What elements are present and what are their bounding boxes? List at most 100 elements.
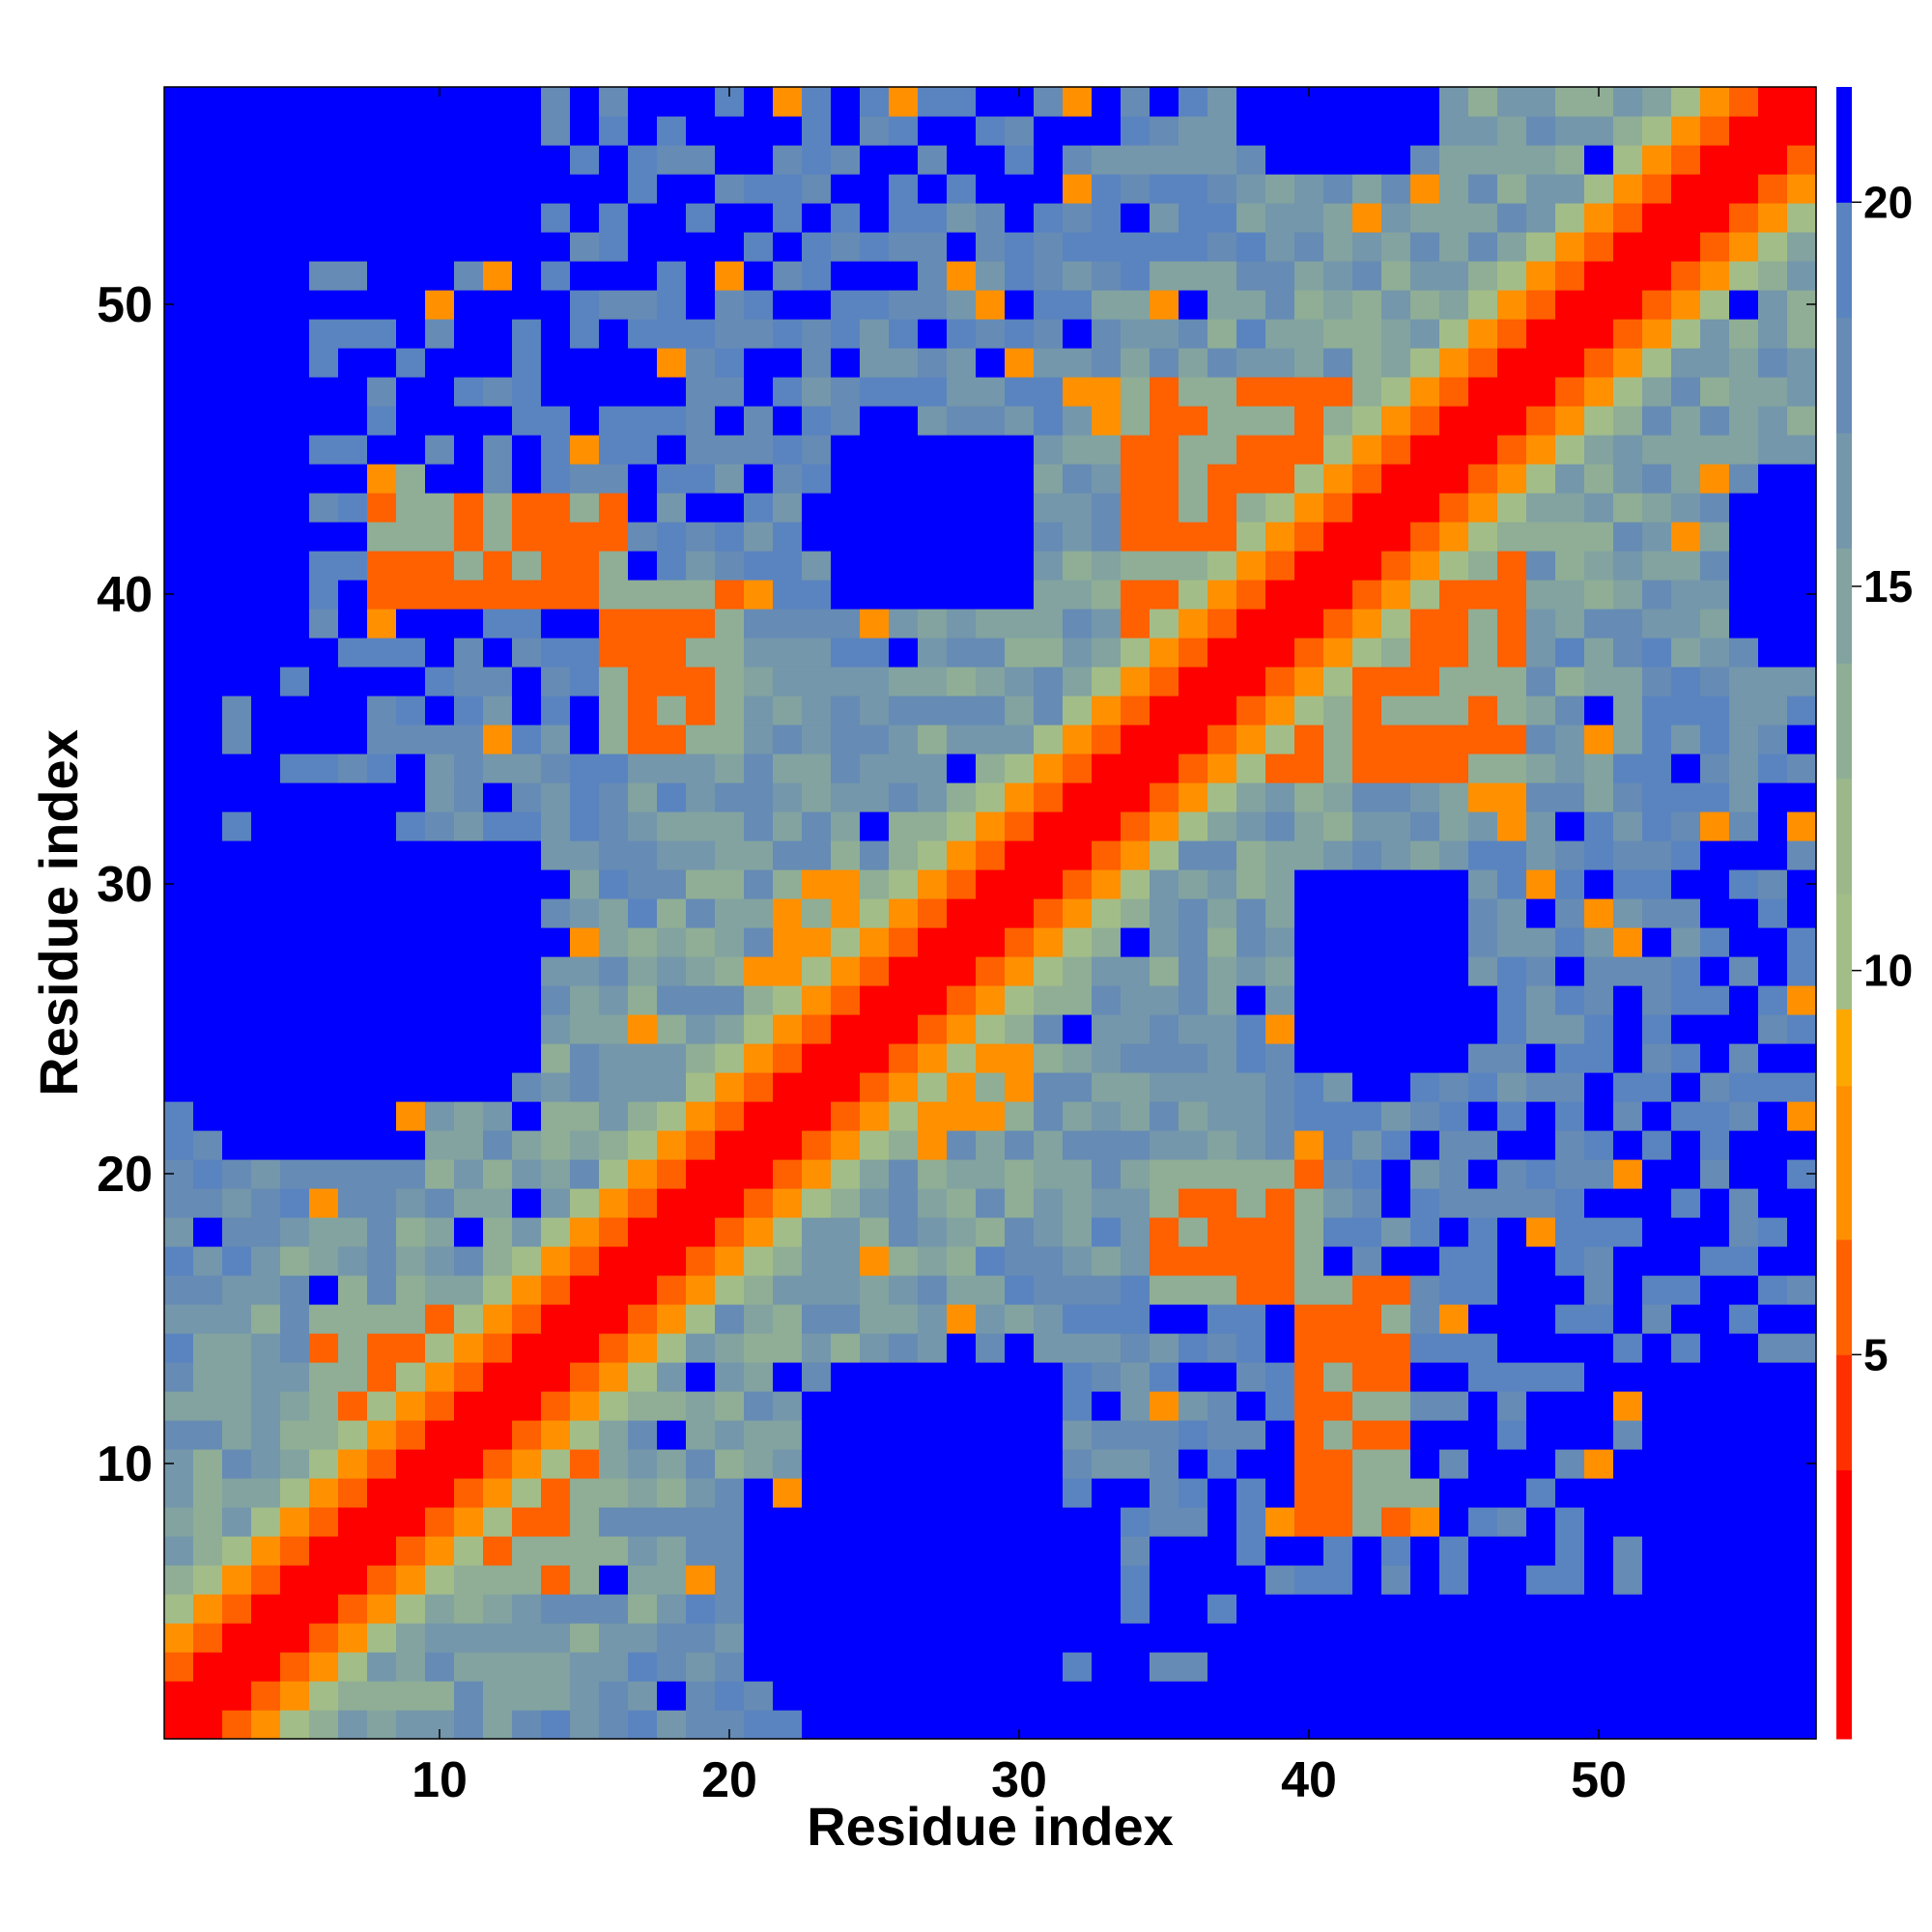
heatmap-cell bbox=[570, 1623, 600, 1653]
heatmap-cell bbox=[657, 261, 687, 291]
heatmap-cell bbox=[222, 145, 252, 175]
heatmap-cell bbox=[715, 1072, 745, 1102]
heatmap-cell bbox=[1352, 1362, 1382, 1392]
heatmap-cell bbox=[889, 1159, 919, 1189]
heatmap-cell bbox=[802, 782, 832, 812]
heatmap-cell bbox=[1381, 1072, 1411, 1102]
heatmap-cell bbox=[512, 203, 542, 233]
heatmap-cell bbox=[425, 1130, 455, 1160]
heatmap-cell bbox=[1613, 522, 1643, 552]
heatmap-cell bbox=[570, 1594, 600, 1624]
heatmap-cell bbox=[918, 927, 948, 957]
heatmap-cell bbox=[1092, 956, 1122, 986]
heatmap-cell bbox=[976, 609, 1006, 639]
heatmap-cell bbox=[1584, 1246, 1614, 1276]
heatmap-cell bbox=[1526, 406, 1556, 436]
heatmap-cell bbox=[976, 898, 1006, 928]
heatmap-cell bbox=[570, 116, 600, 146]
heatmap-cell bbox=[628, 1246, 658, 1276]
heatmap-cell bbox=[251, 609, 281, 639]
heatmap-cell bbox=[860, 319, 890, 349]
heatmap-cell bbox=[715, 956, 745, 986]
heatmap-cell bbox=[396, 1217, 426, 1247]
heatmap-cell bbox=[1729, 927, 1759, 957]
heatmap-cell bbox=[367, 638, 397, 668]
heatmap-cell bbox=[1497, 348, 1527, 378]
heatmap-cell bbox=[976, 667, 1006, 696]
heatmap-cell bbox=[1323, 1507, 1353, 1537]
heatmap-cell bbox=[164, 811, 194, 841]
heatmap-cell bbox=[773, 1130, 803, 1160]
heatmap-cell bbox=[1584, 1391, 1614, 1421]
heatmap-cell bbox=[889, 1449, 919, 1479]
heatmap-cell bbox=[773, 840, 803, 870]
heatmap-cell bbox=[1410, 956, 1440, 986]
heatmap-cell bbox=[657, 1420, 687, 1450]
heatmap-cell bbox=[686, 348, 716, 378]
heatmap-cell bbox=[628, 1420, 658, 1450]
heatmap-cell bbox=[918, 1623, 948, 1653]
heatmap-cell bbox=[1121, 1710, 1151, 1740]
heatmap-cell bbox=[280, 1072, 310, 1102]
heatmap-cell bbox=[1294, 927, 1324, 957]
heatmap-cell bbox=[1787, 1014, 1817, 1044]
heatmap-cell bbox=[1352, 1217, 1382, 1247]
heatmap-cell bbox=[657, 898, 687, 928]
heatmap-cell bbox=[338, 811, 368, 841]
heatmap-cell bbox=[164, 493, 194, 523]
heatmap-cell bbox=[1700, 609, 1730, 639]
heatmap-cell bbox=[744, 667, 774, 696]
heatmap-cell bbox=[570, 1449, 600, 1479]
heatmap-cell bbox=[1613, 1101, 1643, 1131]
heatmap-cell bbox=[686, 667, 716, 696]
heatmap-cell bbox=[251, 840, 281, 870]
heatmap-cell bbox=[1236, 782, 1266, 812]
heatmap-cell bbox=[628, 1362, 658, 1392]
heatmap-cell bbox=[1787, 667, 1817, 696]
heatmap-cell bbox=[1208, 1304, 1237, 1334]
heatmap-cell bbox=[1265, 1420, 1295, 1450]
heatmap-cell bbox=[338, 782, 368, 812]
heatmap-cell bbox=[1671, 898, 1701, 928]
heatmap-cell bbox=[1555, 290, 1585, 320]
heatmap-cell bbox=[367, 87, 397, 117]
heatmap-cell bbox=[512, 319, 542, 349]
heatmap-cell bbox=[1758, 1449, 1788, 1479]
heatmap-cell bbox=[425, 348, 455, 378]
heatmap-cell bbox=[1758, 1623, 1788, 1653]
heatmap-cell bbox=[1208, 348, 1237, 378]
heatmap-cell bbox=[599, 116, 629, 146]
heatmap-cell bbox=[1410, 1449, 1440, 1479]
heatmap-cell bbox=[947, 464, 977, 494]
heatmap-cell bbox=[164, 551, 194, 581]
heatmap-cell bbox=[280, 406, 310, 436]
heatmap-cell bbox=[1034, 1565, 1064, 1595]
heatmap-cell bbox=[193, 261, 223, 291]
heatmap-cell bbox=[1468, 985, 1498, 1015]
heatmap-cell bbox=[483, 435, 513, 465]
heatmap-cell bbox=[1526, 464, 1556, 494]
heatmap-cell bbox=[918, 1159, 948, 1189]
heatmap-cell bbox=[1584, 1362, 1614, 1392]
heatmap-cell bbox=[164, 956, 194, 986]
heatmap-cell bbox=[1642, 898, 1672, 928]
colorbar-tick-label: 5 bbox=[1863, 1329, 1889, 1379]
heatmap-cell bbox=[860, 1536, 890, 1566]
heatmap-cell bbox=[860, 956, 890, 986]
heatmap-cell bbox=[1787, 1304, 1817, 1334]
heatmap-cell bbox=[889, 1333, 919, 1363]
heatmap-cell bbox=[1063, 1188, 1093, 1218]
heatmap-cell bbox=[280, 261, 310, 291]
heatmap-cell bbox=[570, 927, 600, 957]
heatmap-cell bbox=[831, 319, 861, 349]
heatmap-cell bbox=[193, 1507, 223, 1537]
heatmap-cell bbox=[715, 667, 745, 696]
heatmap-cell bbox=[831, 290, 861, 320]
heatmap-cell bbox=[1265, 667, 1295, 696]
heatmap-cell bbox=[918, 724, 948, 754]
heatmap-cell bbox=[338, 667, 368, 696]
heatmap-cell bbox=[425, 261, 455, 291]
heatmap-cell bbox=[1034, 1246, 1064, 1276]
heatmap-cell bbox=[1208, 1043, 1237, 1073]
heatmap-cell bbox=[193, 811, 223, 841]
